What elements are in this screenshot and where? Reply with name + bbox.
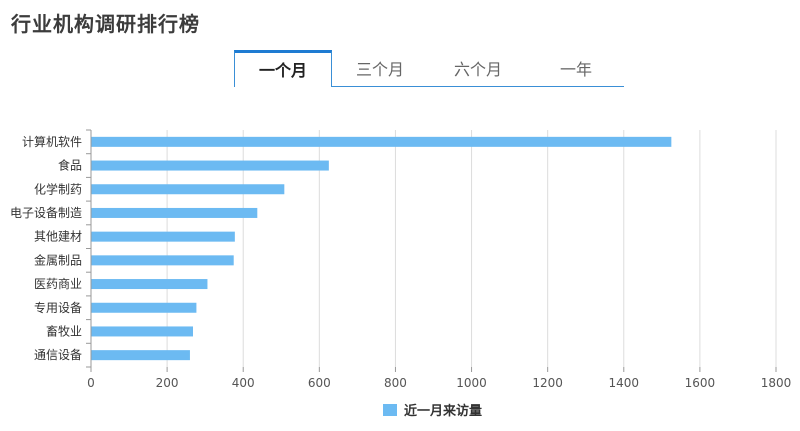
x-tick-label: 1200 (532, 376, 563, 390)
x-tick-label: 1000 (456, 376, 487, 390)
tab-six-months[interactable]: 六个月 (453, 60, 502, 79)
x-tick-label: 0 (87, 376, 95, 390)
bar[interactable] (91, 279, 208, 290)
x-tick-label: 600 (308, 376, 331, 390)
x-tick-label: 400 (232, 376, 255, 390)
bar[interactable] (91, 184, 285, 195)
tab-one-year[interactable]: 一年 (559, 60, 592, 79)
y-tick-label: 食品 (58, 158, 82, 173)
y-tick-label: 专用设备 (34, 300, 82, 315)
x-tick-label: 1800 (761, 376, 792, 390)
bar[interactable] (91, 207, 258, 218)
bar[interactable] (91, 326, 193, 337)
x-tick-label: 1600 (685, 376, 716, 390)
bar[interactable] (91, 231, 235, 242)
x-tick-label: 1400 (609, 376, 640, 390)
period-tabs: 一个月 三个月 六个月 一年 (234, 50, 624, 87)
y-tick-label: 通信设备 (34, 348, 82, 362)
legend-swatch (383, 404, 397, 416)
bar[interactable] (91, 302, 197, 313)
y-tick-label: 其他建材 (34, 230, 82, 244)
tab-three-months[interactable]: 三个月 (355, 60, 404, 79)
y-tick-label: 医药商业 (34, 276, 82, 291)
bar[interactable] (91, 136, 672, 147)
y-tick-label: 计算机软件 (22, 134, 82, 149)
x-tick-label: 800 (384, 376, 407, 390)
legend[interactable]: 近一月来访量 (383, 403, 482, 419)
page-title: 行业机构调研排行榜 (11, 12, 200, 36)
tab-one-month[interactable]: 一个月 (234, 50, 332, 87)
bars (91, 136, 672, 361)
bar[interactable] (91, 160, 329, 171)
y-tick-label: 化学制药 (34, 181, 82, 196)
y-tick-label: 电子设备制造 (10, 206, 82, 220)
axes: 0 200 400 600 800 1000 1200 1400 1600 1800 计算机软件食品… (10, 129, 792, 390)
y-tick-label: 金属制品 (34, 252, 82, 267)
legend-label: 近一月来访量 (404, 403, 482, 419)
y-tick-label: 畜牧业 (46, 323, 82, 338)
bar[interactable] (91, 255, 234, 266)
bar[interactable] (91, 350, 190, 361)
x-tick-label: 200 (156, 376, 179, 390)
